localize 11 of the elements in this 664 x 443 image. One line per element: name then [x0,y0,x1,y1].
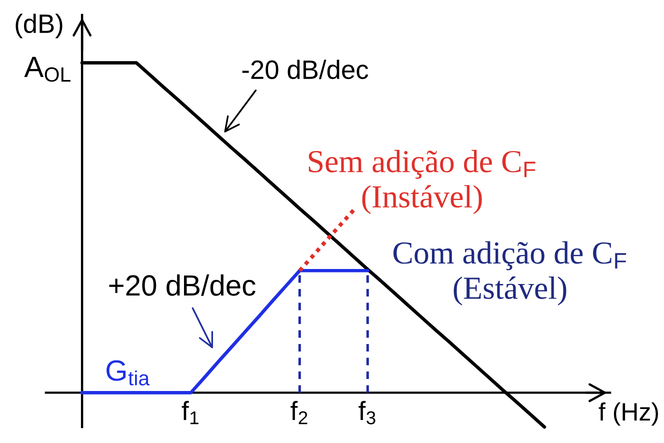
text: Sem adição de C$_{F}$ (Instável) [308,150,536,214]
annotation: -20 dB/dec [242,60,368,80]
x-tick-label: f$_{1}$ [182,400,198,424]
x-tick-label: f$_{3}$ [358,400,376,424]
x-tick-label: f$_{2}$ [290,400,308,424]
y-axis-title: (dB) [16,14,62,38]
series-label: G$_{tia}$ [106,360,150,386]
text: A$_{OL}$ [24,56,70,82]
annotation: +20 dB/dec [109,274,256,296]
x-axis-title: f (Hz) [598,402,658,426]
text: Com adição de C$_{F}$ (Estável) [393,241,626,306]
